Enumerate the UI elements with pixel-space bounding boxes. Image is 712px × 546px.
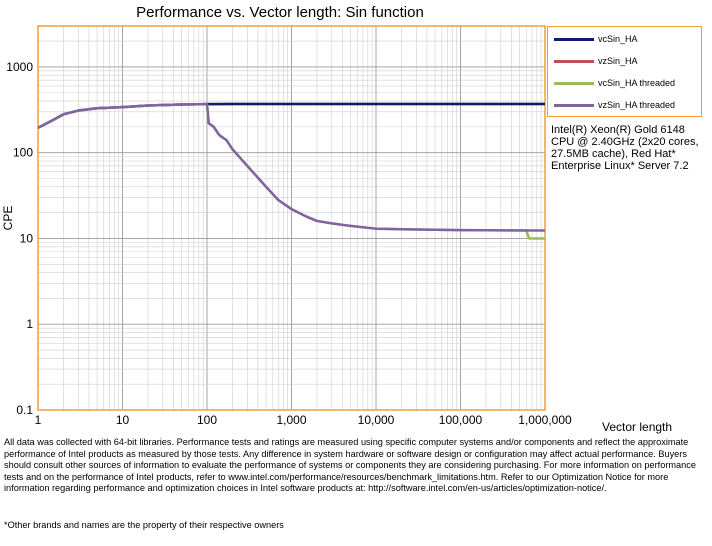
y-axis-label: CPE [1, 206, 15, 231]
y-tick-label: 1 [26, 317, 33, 331]
grid-lines [37, 25, 545, 411]
legend-swatch [554, 104, 594, 107]
cpu-configuration-note: Intel(R) Xeon(R) Gold 6148 CPU @ 2.40GHz… [551, 124, 699, 172]
series-lines [37, 102, 546, 240]
y-tick-label: 100 [13, 146, 33, 160]
tick-labels: 1 10 100 1,000 10,000 100,000 1,000,0000.11101… [6, 60, 572, 427]
y-tick-label: 0.1 [16, 403, 33, 417]
y-tick-label: 1000 [6, 60, 33, 74]
x-tick-label: 10,000 [358, 413, 395, 427]
x-tick-label: 10 [116, 413, 130, 427]
chart-plot: 1 10 100 1,000 10,000 100,000 1,000,0000.11101… [1, 25, 572, 427]
legend-label: vcSin_HA threaded [598, 78, 676, 88]
legend-label: vzSin_HA [598, 56, 638, 66]
x-axis-label: Vector length [602, 420, 673, 434]
x-tick-label: 100 [197, 413, 217, 427]
legend: vcSin_HA vzSin_HA vcSin_HA threaded vzSin_H… [547, 26, 702, 117]
x-tick-label: 100,000 [439, 413, 483, 427]
x-tick-label: 1 [35, 413, 42, 427]
legend-swatch [554, 82, 594, 85]
legend-swatch [554, 38, 594, 41]
x-tick-label: 1,000,000 [518, 413, 572, 427]
legend-label: vzSin_HA threaded [598, 100, 676, 110]
legend-label: vcSin_HA [598, 34, 638, 44]
legend-swatch [554, 60, 594, 63]
chart-title: Performance vs. Vector length: Sin funct… [136, 4, 424, 21]
series-line-vzsin_ha-threaded [37, 102, 546, 232]
trademark-note: *Other brands and names are the property… [4, 520, 284, 530]
plot-area-border [37, 25, 546, 411]
performance-disclaimer: All data was collected with 64-bit libra… [4, 437, 696, 493]
y-tick-label: 10 [20, 231, 34, 245]
x-tick-label: 1,000 [276, 413, 306, 427]
